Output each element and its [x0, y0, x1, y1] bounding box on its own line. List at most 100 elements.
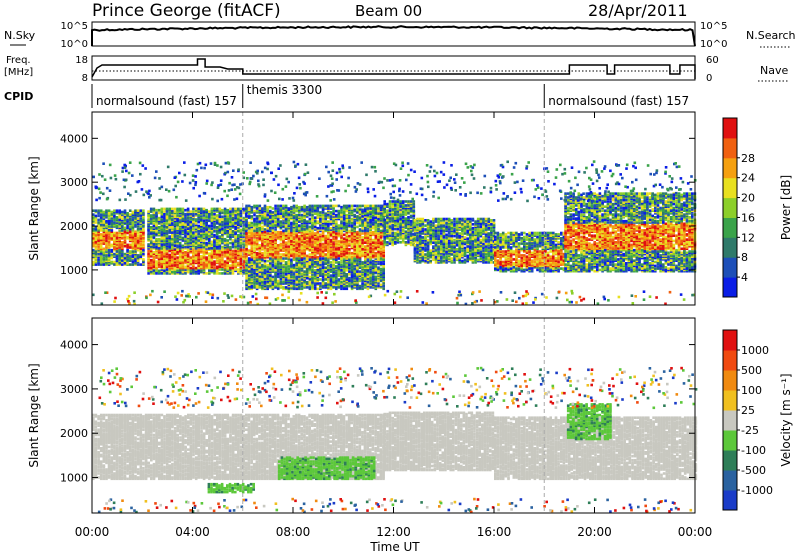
heatmap-cell	[282, 263, 285, 267]
heatmap-cell	[92, 256, 95, 260]
heatmap-cell	[171, 270, 174, 274]
heatmap-cell	[239, 218, 243, 221]
heatmap-cell	[316, 221, 320, 225]
heatmap-cell	[269, 275, 272, 279]
heatmap-cell	[242, 260, 245, 263]
heatmap-cell	[284, 278, 288, 281]
heatmap-cell	[155, 260, 158, 263]
heatmap-cell	[213, 243, 216, 246]
nsky-tick-bottom: 10^0	[61, 39, 88, 50]
heatmap-cell	[255, 246, 259, 250]
heatmap-cell	[271, 207, 275, 210]
heatmap-cell	[382, 265, 385, 268]
heatmap-cell	[295, 228, 298, 231]
heatmap-cell	[388, 231, 392, 235]
heatmap-cell	[290, 213, 293, 217]
heatmap-cell	[337, 286, 341, 289]
heatmap-cell	[303, 286, 306, 289]
heatmap-cell	[337, 279, 341, 283]
heatmap-cell	[282, 253, 285, 256]
heatmap-cell	[263, 213, 267, 217]
heatmap-cell	[261, 271, 264, 275]
heatmap-cell	[255, 221, 259, 225]
heatmap-cell	[94, 209, 98, 212]
heatmap-cell	[311, 269, 314, 272]
heatmap-cell	[258, 217, 262, 221]
heatmap-cell	[332, 278, 335, 281]
heatmap-cell	[155, 208, 158, 212]
heatmap-cell	[396, 241, 400, 244]
heatmap-cell	[155, 230, 158, 233]
heatmap-cell	[329, 221, 333, 225]
heatmap-cell	[279, 253, 283, 256]
heatmap-cell	[327, 234, 330, 238]
heatmap-cell	[171, 243, 174, 246]
heatmap-cell	[113, 216, 116, 219]
heatmap-cell	[157, 231, 161, 234]
heatmap-cell	[92, 233, 95, 236]
heatmap-cell	[353, 271, 356, 275]
heatmap-cell	[358, 224, 362, 227]
power-cells	[92, 160, 697, 306]
heatmap-cell	[319, 265, 322, 268]
heatmap-cell	[321, 221, 325, 225]
heatmap-cell	[237, 227, 240, 230]
heatmap-cell	[131, 210, 135, 214]
heatmap-cell	[284, 229, 288, 233]
heatmap-cell	[186, 270, 190, 274]
freq-tick-top: 18	[75, 55, 88, 66]
heatmap-cell	[353, 221, 356, 225]
heatmap-cell	[250, 229, 254, 233]
heatmap-cell	[342, 269, 346, 272]
heatmap-cell	[303, 221, 306, 225]
heatmap-cell	[160, 265, 164, 269]
heatmap-cell	[379, 286, 383, 289]
heatmap-cell	[247, 212, 251, 215]
heatmap-cell	[234, 262, 237, 266]
heatmap-cell	[218, 227, 222, 230]
heatmap-cell	[92, 248, 95, 252]
heatmap-cell	[178, 260, 182, 263]
heatmap-cell	[253, 284, 256, 288]
heatmap-cell	[253, 254, 256, 258]
heatmap-cell	[149, 272, 153, 275]
heatmap-cell	[369, 270, 372, 273]
heatmap-cell	[131, 256, 135, 260]
heatmap-cell	[237, 261, 240, 265]
heatmap-cell	[131, 258, 135, 261]
heatmap-cell	[353, 265, 356, 268]
heatmap-cell	[313, 225, 317, 229]
heatmap-cell	[245, 209, 248, 213]
heatmap-cell	[379, 245, 383, 248]
heatmap-cell	[345, 204, 349, 208]
heatmap-cell	[305, 205, 309, 209]
heatmap-cell	[253, 278, 256, 281]
heatmap-cell	[253, 275, 256, 279]
heatmap-cell	[329, 238, 333, 242]
heatmap-cell	[300, 246, 304, 250]
heatmap-cell	[324, 246, 327, 250]
heatmap-cell	[290, 275, 293, 279]
heatmap-cell	[327, 229, 330, 233]
heatmap-cell	[250, 224, 254, 227]
heatmap-cell	[364, 238, 367, 242]
heatmap-cell	[332, 238, 335, 242]
heatmap-cell	[335, 221, 338, 225]
heatmap-cell	[139, 248, 143, 252]
heatmap-cell	[234, 239, 237, 242]
heatmap-cell	[350, 261, 354, 264]
heatmap-cell	[163, 215, 166, 219]
heatmap-cell	[300, 278, 304, 281]
heatmap-cell	[374, 213, 378, 217]
heatmap-cell	[327, 249, 330, 252]
heatmap-cell	[218, 260, 222, 263]
heatmap-cell	[176, 210, 179, 213]
heatmap-cell	[118, 216, 121, 219]
heatmap-cell	[229, 260, 232, 263]
heatmap-cell	[128, 259, 132, 262]
heatmap-cell	[205, 243, 208, 246]
heatmap-cell	[263, 251, 267, 255]
heatmap-cell	[366, 271, 370, 275]
heatmap-cell	[94, 258, 98, 261]
heatmap-cell	[242, 265, 245, 269]
